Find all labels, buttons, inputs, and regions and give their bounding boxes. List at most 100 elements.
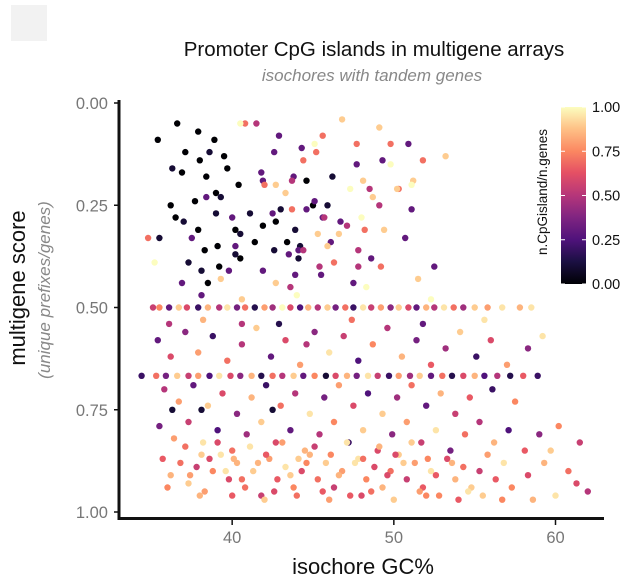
y-ticks: 0.00 0.25 0.50 0.75 1.00	[76, 95, 119, 522]
data-point	[237, 120, 244, 127]
data-point	[408, 206, 415, 213]
data-point	[254, 459, 262, 467]
data-point	[156, 422, 163, 430]
data-point	[201, 488, 208, 495]
data-point	[204, 402, 212, 409]
data-point	[456, 328, 464, 336]
data-point	[350, 304, 357, 311]
colorbar-ticks: 0.00 0.25 0.50 0.75 1.00	[561, 100, 620, 293]
data-point	[170, 435, 178, 442]
data-point	[450, 304, 457, 311]
data-point	[377, 263, 385, 270]
colorbar-tick-label: 0.75	[592, 144, 620, 160]
data-point	[138, 372, 145, 379]
data-point	[217, 451, 224, 458]
data-point	[303, 341, 310, 348]
data-point	[149, 304, 157, 311]
data-point	[368, 488, 375, 495]
data-point	[295, 255, 302, 262]
data-point	[350, 402, 357, 409]
data-point	[195, 226, 202, 233]
data-point	[524, 345, 532, 352]
data-point	[490, 439, 498, 446]
data-point	[303, 459, 310, 467]
data-point	[460, 463, 467, 471]
data-point	[385, 372, 393, 379]
data-point	[499, 304, 506, 311]
data-point	[584, 488, 591, 495]
data-point	[330, 259, 338, 266]
data-point	[246, 443, 254, 450]
data-point	[224, 304, 231, 311]
data-point	[224, 357, 231, 364]
data-point	[484, 451, 491, 458]
data-point	[411, 459, 418, 467]
data-point	[227, 372, 234, 379]
data-point	[358, 214, 365, 221]
data-point	[216, 263, 223, 270]
data-point	[536, 431, 543, 438]
data-point	[380, 226, 388, 233]
data-point	[144, 234, 152, 242]
data-point	[253, 120, 260, 127]
data-point	[288, 177, 296, 184]
data-point	[350, 279, 357, 287]
chart-subtitle: isochores with tandem genes	[262, 66, 483, 85]
data-point	[460, 304, 467, 311]
data-point	[314, 304, 321, 311]
data-point	[398, 353, 406, 360]
data-point	[484, 304, 491, 311]
data-point	[316, 263, 323, 270]
data-point	[335, 382, 343, 389]
data-point	[300, 247, 307, 254]
data-point	[177, 459, 184, 467]
data-point	[217, 193, 224, 201]
data-point	[427, 372, 435, 379]
data-point	[511, 398, 519, 405]
data-point	[413, 337, 420, 344]
data-point	[165, 304, 173, 311]
data-point	[521, 447, 528, 454]
y-tick-label: 0.00	[76, 95, 108, 113]
data-point	[238, 341, 246, 348]
data-point	[364, 372, 372, 379]
data-point	[408, 181, 415, 188]
data-point	[393, 394, 401, 401]
data-point	[364, 390, 372, 397]
data-point	[403, 418, 410, 426]
data-point	[216, 304, 223, 311]
data-point	[555, 422, 562, 430]
data-point	[269, 304, 276, 311]
data-point	[178, 279, 186, 287]
data-point	[439, 372, 446, 379]
data-point	[395, 304, 402, 311]
data-point	[238, 476, 246, 483]
data-point	[285, 251, 292, 258]
data-point	[359, 427, 367, 434]
data-point	[259, 222, 267, 229]
data-point	[376, 443, 383, 450]
data-point	[211, 136, 218, 143]
data-point	[206, 455, 213, 462]
x-ticks: 40 50 60	[223, 520, 565, 547]
data-point	[311, 140, 318, 148]
data-point	[241, 120, 249, 127]
data-point	[405, 140, 412, 148]
data-point	[167, 472, 174, 479]
data-point	[198, 406, 205, 413]
data-point	[237, 230, 244, 238]
y-axis-label: multigene score	[5, 210, 30, 365]
data-point	[363, 283, 370, 291]
data-point	[465, 488, 472, 495]
data-point	[277, 206, 284, 213]
data-point	[406, 372, 414, 379]
data-point	[413, 304, 420, 311]
data-point	[326, 349, 333, 356]
data-point	[225, 476, 233, 483]
data-point	[355, 247, 362, 254]
data-point	[319, 132, 326, 139]
points-layer	[138, 116, 591, 503]
data-point	[311, 372, 318, 379]
data-point	[324, 202, 331, 209]
colorbar-tick-label: 1.00	[592, 100, 620, 116]
